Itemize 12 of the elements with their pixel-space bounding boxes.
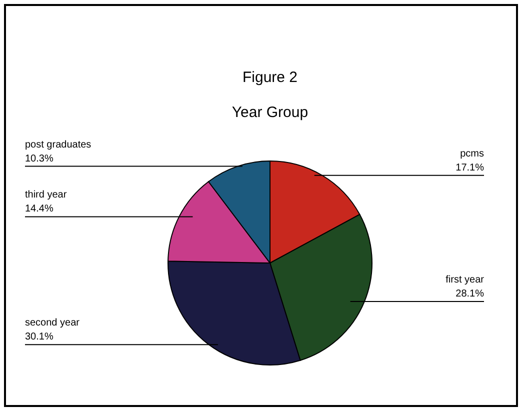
slice-label: pcms	[460, 148, 484, 160]
slice-label: first year	[446, 274, 485, 286]
slice-label: second year	[25, 318, 80, 329]
chart-subtitle: Year Group	[232, 104, 308, 121]
data-label: 28.1%	[456, 288, 484, 300]
data-label: 10.3%	[25, 153, 54, 164]
chart-title: Figure 2	[242, 69, 298, 86]
data-label: 30.1%	[25, 332, 54, 343]
slice-label: post graduates	[25, 139, 92, 150]
data-label: 17.1%	[456, 162, 484, 174]
slice-label: third year	[25, 190, 68, 201]
data-label: 14.4%	[25, 204, 54, 215]
